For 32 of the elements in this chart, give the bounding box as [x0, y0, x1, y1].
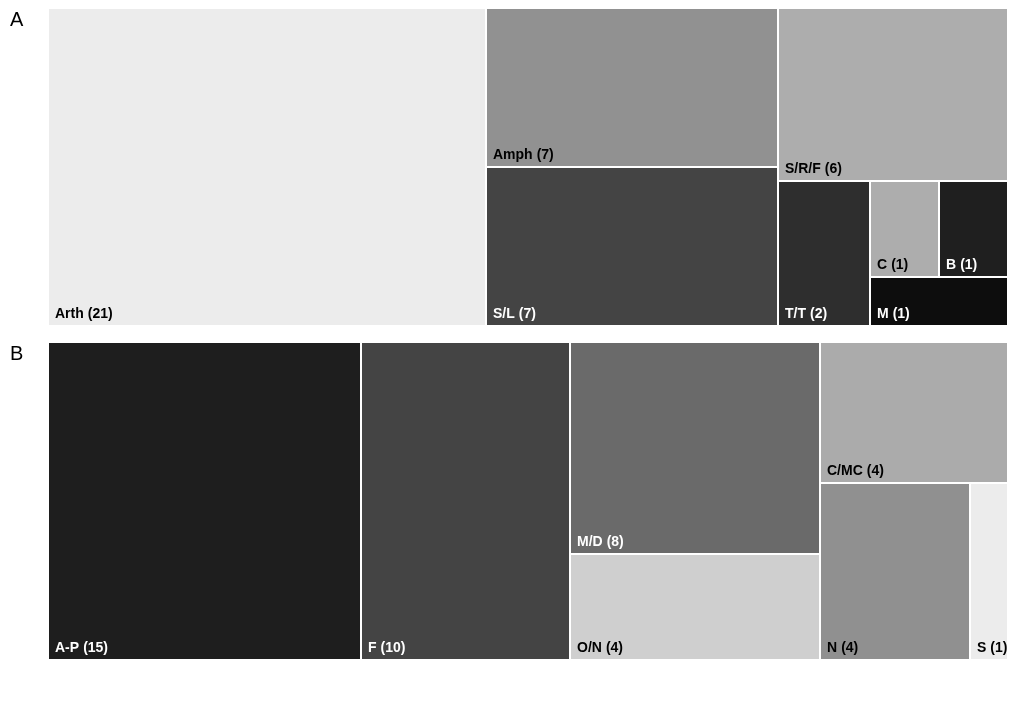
data-label: (7)	[536, 146, 554, 162]
text: B	[9, 342, 25, 365]
category-label: Amph	[493, 146, 533, 162]
text: A	[9, 8, 25, 31]
data-label: (4)	[841, 639, 859, 655]
category-label: C/MC	[827, 462, 863, 478]
data-label: (8)	[606, 533, 624, 549]
data-label: (15)	[83, 639, 109, 655]
category-label: S/R/F	[785, 160, 822, 176]
data-label: (4)	[605, 639, 624, 655]
category-label: S	[977, 639, 987, 655]
data-label: (10)	[380, 639, 406, 655]
category-label: C	[877, 256, 888, 272]
data-label: (2)	[810, 305, 828, 321]
category-label: S/L	[493, 305, 516, 321]
data-label: (1)	[892, 305, 910, 321]
data-label: (1)	[990, 639, 1008, 655]
data-label: (1)	[891, 256, 909, 272]
category-label: M	[877, 305, 889, 321]
data-label: (6)	[824, 160, 842, 176]
category-label: A-P	[55, 639, 80, 655]
data-label: (1)	[960, 256, 978, 272]
category-label: Arth	[55, 305, 84, 321]
data-label: (21)	[87, 305, 113, 321]
data-label: (4)	[866, 462, 884, 478]
category-label: O/N	[577, 639, 602, 655]
category-label: T/T	[785, 305, 807, 321]
category-label: F	[368, 639, 377, 655]
category-label: B	[946, 256, 957, 272]
category-label: M/D	[577, 533, 603, 549]
category-label: N	[827, 639, 838, 655]
data-label: (7)	[518, 305, 536, 321]
